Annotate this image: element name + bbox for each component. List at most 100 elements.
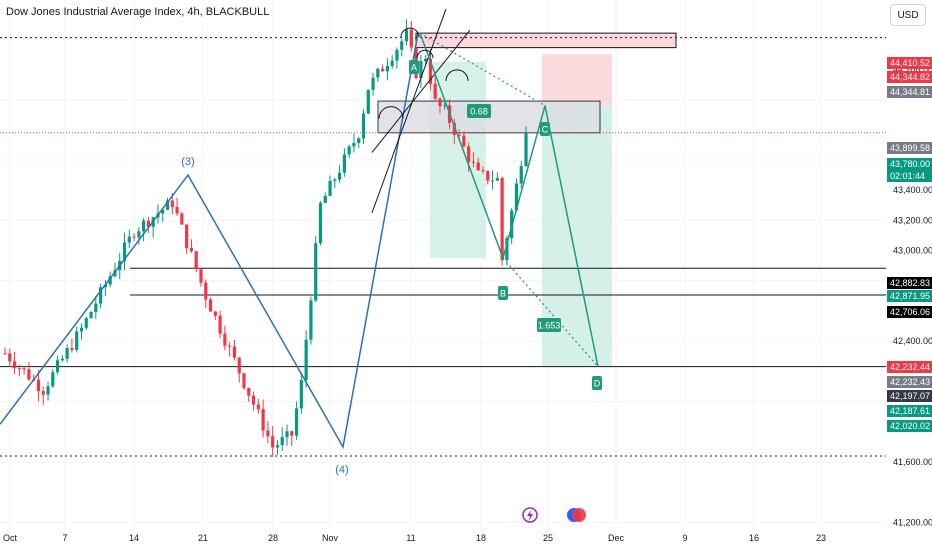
candle-body <box>94 303 98 312</box>
candle-body <box>490 180 495 182</box>
candle-body <box>27 369 31 380</box>
pattern-point-c-label: C <box>542 125 549 135</box>
candle-body <box>419 61 423 79</box>
candle-body <box>17 368 21 370</box>
candle-body <box>457 134 461 136</box>
candle-body <box>376 68 380 78</box>
arc-marker <box>445 69 469 81</box>
candle-body <box>46 386 50 395</box>
arc-marker <box>400 27 420 38</box>
candle-body <box>318 202 323 244</box>
candle-body <box>443 105 447 107</box>
candle-body <box>500 178 504 261</box>
candle-body <box>185 224 189 249</box>
candle-body <box>103 284 107 288</box>
channel-line <box>371 29 471 153</box>
candle-body <box>237 357 241 374</box>
candle-body <box>223 333 227 346</box>
lightning-glyph <box>527 510 533 521</box>
candle-body <box>256 404 260 410</box>
candle-body <box>409 29 413 48</box>
candle-body <box>70 348 74 350</box>
ratio-badge <box>537 318 561 332</box>
chart-title: Dow Jones Industrial Average Index, 4h, … <box>6 6 270 18</box>
candle-body <box>127 236 131 243</box>
channel-line <box>371 8 447 214</box>
pattern-point-d-marker <box>592 376 602 390</box>
candle-body <box>462 135 466 147</box>
candle-body <box>55 360 60 373</box>
candle-body <box>338 172 342 180</box>
candle-body <box>433 83 437 99</box>
fib-ratio-line <box>419 32 546 107</box>
candle-body <box>314 243 318 301</box>
candle-body <box>194 251 198 270</box>
candle-body <box>208 299 213 312</box>
candle-body <box>438 98 442 106</box>
candle-body <box>328 180 332 196</box>
candle-body <box>299 380 303 409</box>
candle-body <box>342 154 346 173</box>
candle-body <box>471 161 476 163</box>
candle-body <box>347 146 351 155</box>
candle-body <box>8 353 12 362</box>
candle-body <box>280 436 284 446</box>
us-flag-icon <box>572 508 586 522</box>
candle-body <box>395 49 399 61</box>
drawings <box>0 8 599 450</box>
pattern-point-d-label: D <box>594 379 601 389</box>
candle-body <box>390 60 394 66</box>
candle-body <box>371 77 375 90</box>
pattern-point-c-marker <box>540 122 550 136</box>
candle-body <box>428 58 433 84</box>
pattern-point-a-label: A <box>411 63 417 73</box>
harmonic-pattern-line <box>419 32 599 367</box>
candle-body <box>275 445 280 448</box>
target-zone-1 <box>430 61 486 259</box>
candle-body <box>99 287 103 304</box>
arc-marker <box>378 106 404 119</box>
pattern-point-b-label: B <box>500 289 506 299</box>
candle-body <box>84 318 88 328</box>
candle-body <box>199 269 203 283</box>
price-scale[interactable] <box>886 0 932 530</box>
candle-body <box>36 379 41 392</box>
candle-body <box>122 242 127 261</box>
supply-box <box>415 32 677 49</box>
wave-label-4: (4) <box>335 464 348 476</box>
candle-body <box>165 200 170 210</box>
elliott-wave-line <box>0 32 419 450</box>
stop-zone <box>542 54 612 106</box>
candle-body <box>218 315 222 334</box>
currency-button[interactable]: USD <box>890 4 926 26</box>
candle-body <box>175 206 179 214</box>
candle-body <box>213 311 217 316</box>
candle-body <box>524 132 528 167</box>
candle-body <box>161 209 165 214</box>
candle-body <box>404 29 409 42</box>
candle-body <box>424 58 428 62</box>
candle-body <box>12 361 17 369</box>
candle-body <box>266 430 270 437</box>
candle-body <box>137 231 141 238</box>
arc-marker <box>416 49 434 59</box>
candle-body <box>170 200 174 207</box>
ratio-label: 0.68 <box>470 107 488 117</box>
candle-body <box>75 331 79 350</box>
candle-body <box>247 387 251 396</box>
time-scale[interactable] <box>0 530 932 550</box>
candle-body <box>323 195 327 203</box>
candle-body <box>381 68 385 72</box>
candle-body <box>242 373 246 388</box>
candle-body <box>51 372 55 387</box>
candle-body <box>467 146 471 162</box>
pattern-point-a-marker <box>409 60 419 74</box>
candle-body <box>232 346 237 358</box>
candle-body <box>189 248 194 252</box>
candle-body <box>333 179 337 181</box>
candle-body <box>361 113 366 139</box>
candle-body <box>304 339 308 381</box>
candle-body <box>290 431 294 436</box>
candle-body <box>495 178 499 181</box>
